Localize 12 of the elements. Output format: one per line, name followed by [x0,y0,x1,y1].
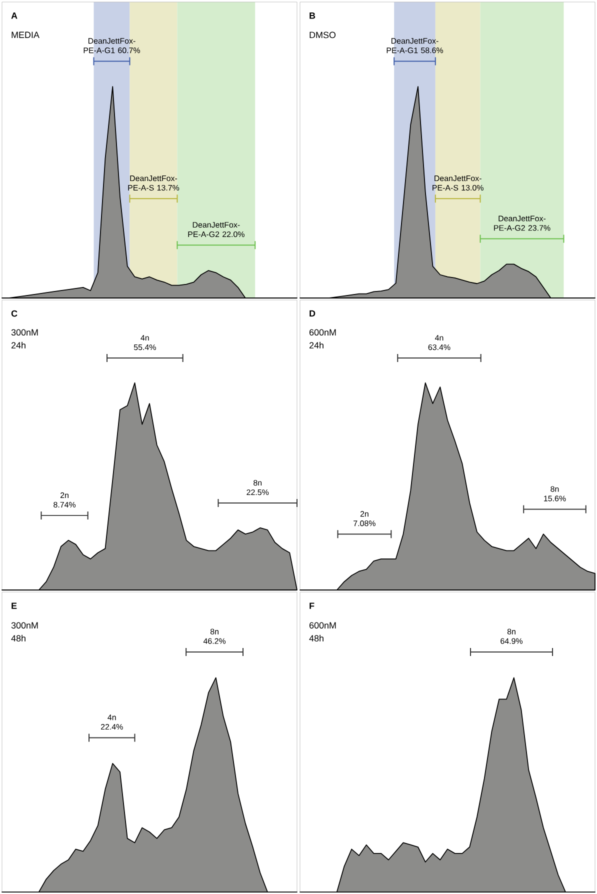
chart-subtitle: 300nM 48h [11,622,38,642]
chart-subtitle: MEDIA [12,32,40,38]
chart-subtitle: 600nM 24h [310,329,336,348]
chart-subtitle: DMSO [310,32,336,38]
chart-title: D [310,310,316,317]
chart-subtitle: 600nM 48h [309,622,336,642]
chart-title: A [11,12,18,19]
chart-subtitle: 300nM 24h [11,329,38,348]
chart-title: C [11,310,18,317]
chart-title: F [310,602,314,609]
chart-title: B [310,12,316,19]
chart-title: E [12,602,17,609]
